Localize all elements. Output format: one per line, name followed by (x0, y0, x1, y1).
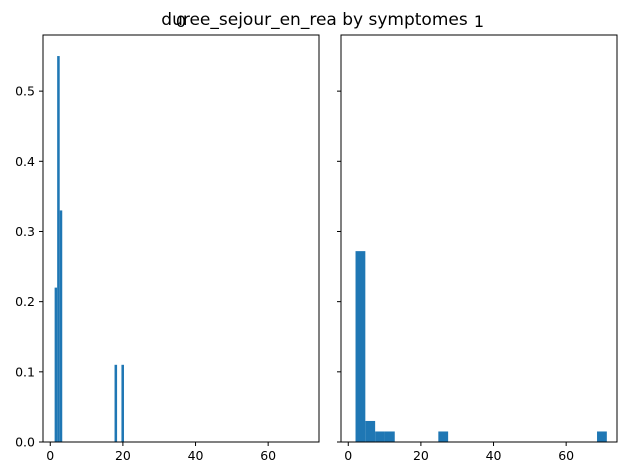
x-tick-label: 20 (413, 448, 429, 463)
histogram-bar (57, 56, 60, 442)
subplot-title: 1 (474, 12, 484, 31)
histogram-bar (59, 210, 63, 442)
x-tick-label: 0 (344, 448, 352, 463)
y-tick-label: 0.5 (15, 84, 35, 99)
histogram-bar (365, 420, 376, 442)
y-tick-label: 0.4 (15, 154, 35, 169)
histogram-bar (121, 364, 124, 442)
subplot-0: 0 0 20 40 60 0.0 0.1 0.2 0.3 0.4 0.5 (15, 12, 320, 463)
y-tick-label: 0.2 (15, 294, 35, 309)
x-tick-label: 40 (188, 448, 204, 463)
x-tick-label: 20 (115, 448, 131, 463)
x-tick-label: 0 (46, 448, 54, 463)
y-tick-label: 0.1 (15, 364, 35, 379)
subplot-1: 1 0 20 40 60 (337, 12, 618, 463)
histogram-bar (355, 251, 366, 442)
axes-frame (340, 34, 618, 443)
x-tick-label: 40 (486, 448, 502, 463)
x-tick-label: 60 (260, 448, 276, 463)
subplot-title: 0 (176, 12, 186, 31)
axes-frame (42, 34, 320, 443)
histogram-bar (114, 364, 118, 442)
histogram-bar (384, 431, 395, 442)
histogram-bar (54, 287, 58, 442)
y-tick-label: 0.0 (15, 435, 35, 450)
figure-suptitle: duree_sejour_en_rea by symptomes (161, 10, 468, 30)
histogram-bar (597, 431, 607, 442)
histogram-bar (438, 431, 449, 442)
histogram-bar (375, 431, 385, 442)
x-tick-label: 60 (558, 448, 574, 463)
y-tick-label: 0.3 (15, 224, 35, 239)
